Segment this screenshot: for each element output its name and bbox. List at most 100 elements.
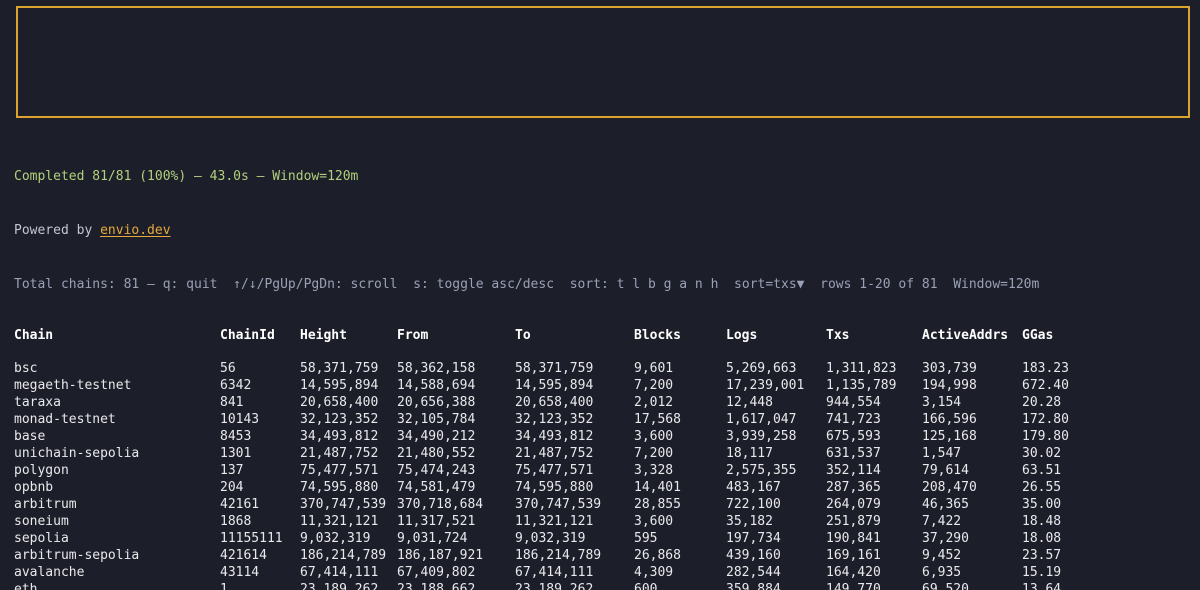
table-cell-from: 32,105,784 [397, 412, 476, 427]
powered-by-label: Powered by [14, 223, 101, 238]
table-cell-height: 9,032,319 [300, 531, 371, 546]
table-cell-chain: eth [14, 582, 38, 590]
table-cell-blocks: 3,328 [634, 463, 674, 478]
table-cell-height: 20,658,400 [300, 395, 379, 410]
table-cell-blocks: 3,600 [634, 429, 674, 444]
column-header-blocks: Blocks [634, 328, 681, 343]
table-cell-blocks: 600 [634, 582, 658, 590]
table-cell-txs: 352,114 [826, 463, 881, 478]
table-cell-chain: monad-testnet [14, 412, 116, 427]
table-cell-blocks: 7,200 [634, 446, 674, 461]
table-cell-blocks: 17,568 [634, 412, 681, 427]
table-cell-from: 11,317,521 [397, 514, 476, 529]
table-cell-logs: 282,544 [726, 565, 781, 580]
table-cell-txs: 190,841 [826, 531, 881, 546]
banner-text-stack: CHAIN PULSE CHAIN PULSE CHAIN PULSE [18, 8, 1188, 116]
table-cell-to: 67,414,111 [515, 565, 594, 580]
table-cell-height: 58,371,759 [300, 361, 379, 376]
table-cell-chain: avalanche [14, 565, 85, 580]
table-cell-from: 58,362,158 [397, 361, 476, 376]
table-cell-from: 14,588,694 [397, 378, 476, 393]
table-cell-to: 34,493,812 [515, 429, 594, 444]
table-cell-active-addrs: 194,998 [922, 378, 977, 393]
table-cell-logs: 1,617,047 [726, 412, 797, 427]
table-cell-chain-id: 43114 [220, 565, 260, 580]
table-cell-logs: 722,100 [726, 497, 781, 512]
table-cell-logs: 35,182 [726, 514, 773, 529]
table-cell-active-addrs: 125,168 [922, 429, 977, 444]
table-cell-active-addrs: 69,520 [922, 582, 969, 590]
table-cell-chain: base [14, 429, 46, 444]
table-cell-to: 21,487,752 [515, 446, 594, 461]
table-cell-chain-id: 1868 [220, 514, 252, 529]
table-cell-chain: megaeth-testnet [14, 378, 132, 393]
table-cell-txs: 1,311,823 [826, 361, 897, 376]
table-cell-blocks: 595 [634, 531, 658, 546]
table-cell-to: 20,658,400 [515, 395, 594, 410]
table-cell-active-addrs: 46,365 [922, 497, 969, 512]
table-cell-logs: 359,884 [726, 582, 781, 590]
table-body: bsc 56 58,371,759 58,362,158 58,371,759 9,601… [14, 360, 1200, 590]
table-cell-blocks: 7,200 [634, 378, 674, 393]
table-cell-active-addrs: 3,154 [922, 395, 962, 410]
table-cell-logs: 17,239,001 [726, 378, 805, 393]
column-header-to: To [515, 328, 531, 343]
table-cell-ggas: 672.40 [1022, 378, 1069, 393]
table-cell-txs: 944,554 [826, 395, 881, 410]
table-cell-height: 370,747,539 [300, 497, 387, 512]
table-cell-from: 23,188,662 [397, 582, 476, 590]
table-cell-blocks: 2,012 [634, 395, 674, 410]
table-cell-height: 186,214,789 [300, 548, 387, 563]
table-cell-ggas: 23.57 [1022, 548, 1062, 563]
table-cell-from: 21,480,552 [397, 446, 476, 461]
table-cell-blocks: 3,600 [634, 514, 674, 529]
table-cell-active-addrs: 1,547 [922, 446, 962, 461]
table-cell-height: 34,493,812 [300, 429, 379, 444]
table-cell-to: 11,321,121 [515, 514, 594, 529]
table-row: opbnb 204 74,595,880 74,581,479 74,595,880 14… [14, 479, 1200, 496]
table-cell-height: 75,477,571 [300, 463, 379, 478]
table-cell-logs: 483,167 [726, 480, 781, 495]
table-row: soneium 1868 11,321,121 11,317,521 11,321,12… [14, 513, 1200, 530]
table-row: eth 1 23,189,262 23,188,662 23,189,262 600 359… [14, 581, 1200, 590]
envio-link[interactable]: envio.dev [100, 223, 171, 238]
table-row: avalanche 43114 67,414,111 67,409,802 67,414… [14, 564, 1200, 581]
table-cell-to: 186,214,789 [515, 548, 602, 563]
table-cell-txs: 741,723 [826, 412, 881, 427]
table-cell-txs: 675,593 [826, 429, 881, 444]
table-cell-from: 67,409,802 [397, 565, 476, 580]
table-cell-height: 67,414,111 [300, 565, 379, 580]
table-cell-height: 23,189,262 [300, 582, 379, 590]
table-cell-to: 9,032,319 [515, 531, 586, 546]
table-cell-active-addrs: 208,470 [922, 480, 977, 495]
table-row: monad-testnet 10143 32,123,352 32,105,784 32… [14, 411, 1200, 428]
table-cell-chain: sepolia [14, 531, 69, 546]
column-header-txs: Txs [826, 328, 850, 343]
column-header-logs: Logs [726, 328, 758, 343]
table-row: unichain-sepolia 1301 21,487,752 21,480,552… [14, 445, 1200, 462]
table-cell-chain: polygon [14, 463, 69, 478]
table-cell-active-addrs: 6,935 [922, 565, 962, 580]
table-cell-logs: 12,448 [726, 395, 773, 410]
table-cell-txs: 149,770 [826, 582, 881, 590]
table-cell-ggas: 20.28 [1022, 395, 1062, 410]
chains-table: Chain ChainId Height From To Blocks Logs Txs Act… [0, 327, 1200, 590]
table-cell-chain: bsc [14, 361, 38, 376]
table-cell-to: 58,371,759 [515, 361, 594, 376]
table-cell-ggas: 179.80 [1022, 429, 1069, 444]
table-cell-blocks: 28,855 [634, 497, 681, 512]
table-row: megaeth-testnet 6342 14,595,894 14,588,694 1… [14, 377, 1200, 394]
table-cell-from: 34,490,212 [397, 429, 476, 444]
table-cell-to: 32,123,352 [515, 412, 594, 427]
column-header-height: Height [300, 328, 347, 343]
column-header-ggas: GGas [1022, 328, 1054, 343]
column-header-from: From [397, 328, 429, 343]
table-cell-chain: opbnb [14, 480, 54, 495]
table-cell-ggas: 15.19 [1022, 565, 1062, 580]
table-cell-to: 370,747,539 [515, 497, 602, 512]
table-row: sepolia 11155111 9,032,319 9,031,724 9,032,3… [14, 530, 1200, 547]
table-cell-blocks: 4,309 [634, 565, 674, 580]
column-header-chain: Chain [14, 328, 54, 343]
table-cell-ggas: 26.55 [1022, 480, 1062, 495]
table-row: polygon 137 75,477,571 75,474,243 75,477,571… [14, 462, 1200, 479]
